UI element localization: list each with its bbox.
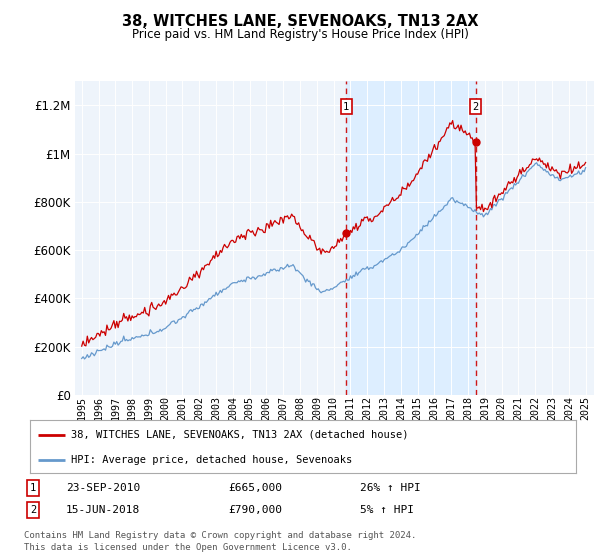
Text: Contains HM Land Registry data © Crown copyright and database right 2024.: Contains HM Land Registry data © Crown c…: [24, 531, 416, 540]
Text: 2: 2: [30, 505, 36, 515]
Text: 23-SEP-2010: 23-SEP-2010: [66, 483, 140, 493]
Text: 1: 1: [30, 483, 36, 493]
Bar: [346, 81, 476, 395]
Text: £790,000: £790,000: [228, 505, 282, 515]
Text: 1: 1: [343, 101, 349, 111]
Text: 2: 2: [472, 101, 479, 111]
Text: HPI: Average price, detached house, Sevenoaks: HPI: Average price, detached house, Seve…: [71, 455, 352, 465]
Text: Price paid vs. HM Land Registry's House Price Index (HPI): Price paid vs. HM Land Registry's House …: [131, 28, 469, 41]
Text: 38, WITCHES LANE, SEVENOAKS, TN13 2AX (detached house): 38, WITCHES LANE, SEVENOAKS, TN13 2AX (d…: [71, 430, 409, 440]
Text: 15-JUN-2018: 15-JUN-2018: [66, 505, 140, 515]
Text: 26% ↑ HPI: 26% ↑ HPI: [360, 483, 421, 493]
Text: 38, WITCHES LANE, SEVENOAKS, TN13 2AX: 38, WITCHES LANE, SEVENOAKS, TN13 2AX: [122, 14, 478, 29]
Text: 5% ↑ HPI: 5% ↑ HPI: [360, 505, 414, 515]
Text: £665,000: £665,000: [228, 483, 282, 493]
Text: This data is licensed under the Open Government Licence v3.0.: This data is licensed under the Open Gov…: [24, 543, 352, 552]
